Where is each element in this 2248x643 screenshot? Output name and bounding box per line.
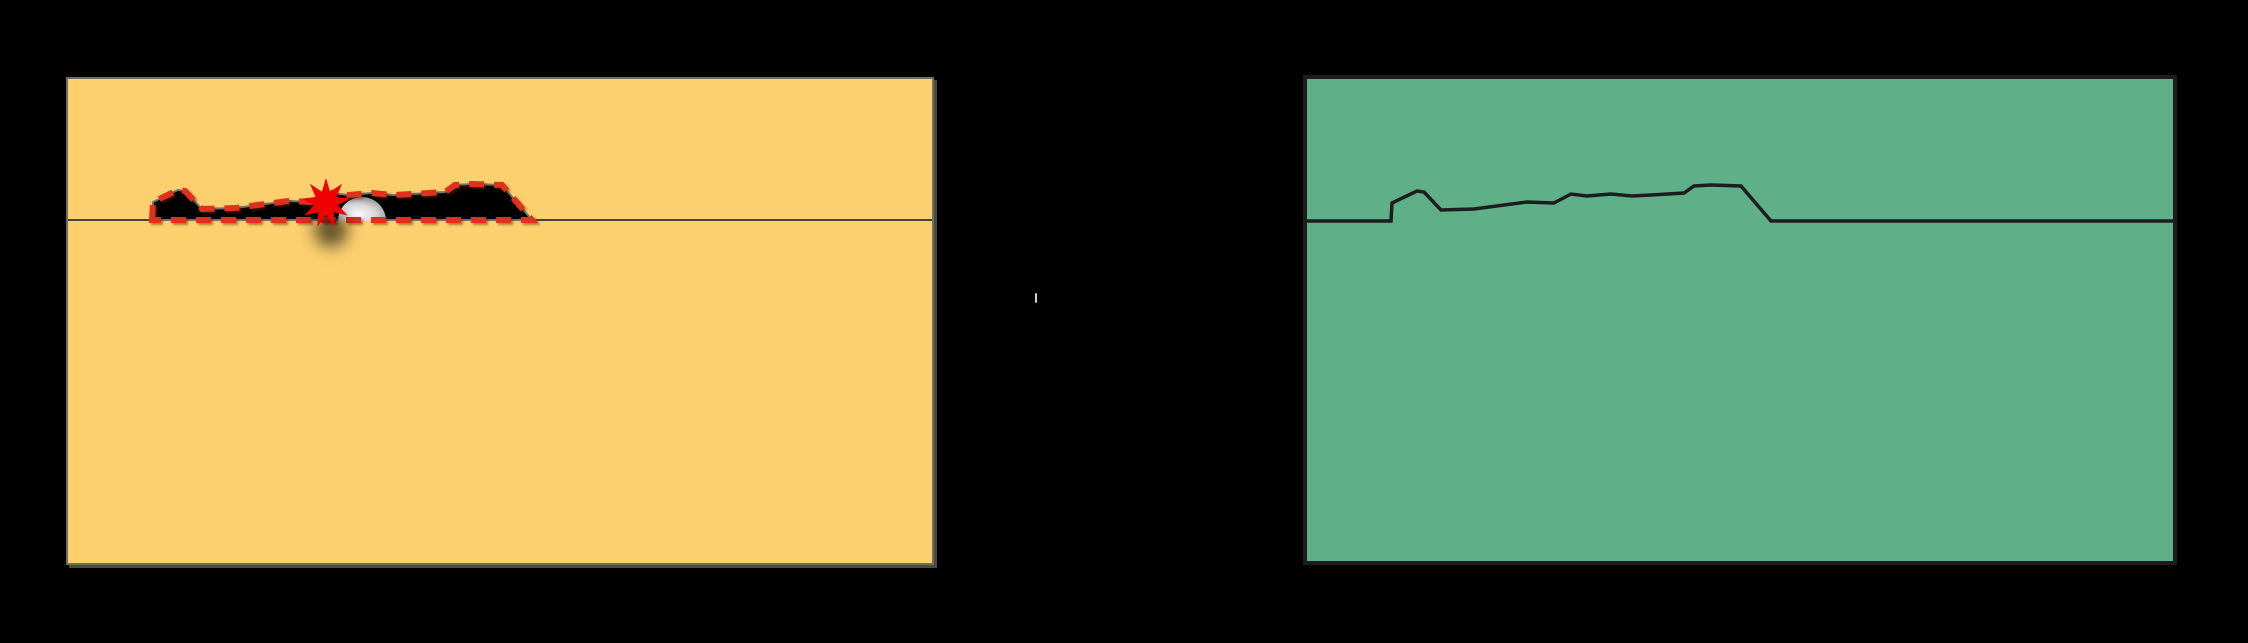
red-dashed-outline [148,180,539,223]
after-terrain-graphic [1307,183,2173,223]
explosion-star-icon [301,178,351,227]
before-terrain-graphic [68,178,932,227]
terrain-profile-line [1307,183,2173,223]
before-panel [66,77,934,565]
stray-highlight-mark [1035,293,1037,303]
after-panel [1303,75,2177,565]
white-dome [338,197,386,221]
